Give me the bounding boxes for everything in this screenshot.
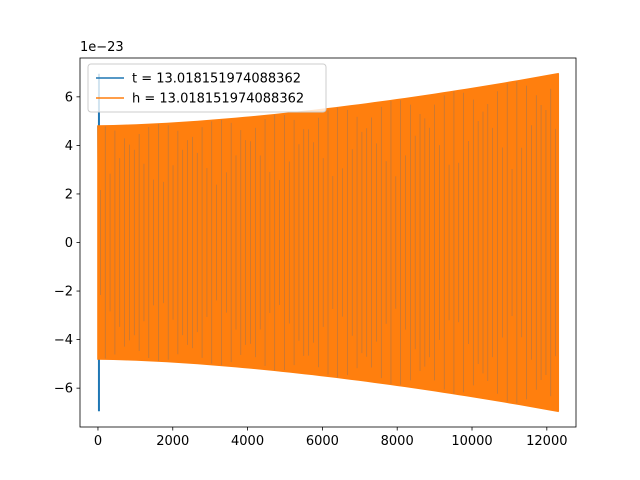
y-tick-label: 0	[65, 236, 73, 251]
plot-area	[97, 72, 560, 413]
x-tick-label: 2000	[156, 434, 189, 449]
y-tick-label: −4	[54, 333, 73, 348]
y-tick-label: −2	[54, 285, 73, 300]
x-axis: 0 2000 4000 6000 8000 10000 12000	[94, 427, 568, 449]
y-tick-label: −6	[54, 382, 73, 397]
series-t-streaks	[100, 81, 556, 404]
x-tick-label: 6000	[306, 434, 339, 449]
y-tick-label: 2	[65, 187, 73, 202]
legend-entry-h: h = 13.018151974088362	[132, 92, 304, 107]
x-tick-label: 4000	[231, 434, 264, 449]
legend-entry-t: t = 13.018151974088362	[132, 72, 301, 87]
legend-box	[87, 63, 327, 113]
x-tick-label: 10000	[451, 434, 492, 449]
legend: t = 13.018151974088362 h = 13.0181519740…	[87, 63, 327, 113]
x-tick-label: 0	[94, 434, 102, 449]
y-axis: −6 −4 −2 0 2 4 6	[54, 90, 80, 397]
x-tick-label: 12000	[526, 434, 567, 449]
y-offset-label: 1e−23	[80, 40, 124, 55]
y-tick-label: 4	[65, 139, 73, 154]
x-tick-label: 8000	[381, 434, 414, 449]
y-tick-label: 6	[65, 90, 73, 105]
